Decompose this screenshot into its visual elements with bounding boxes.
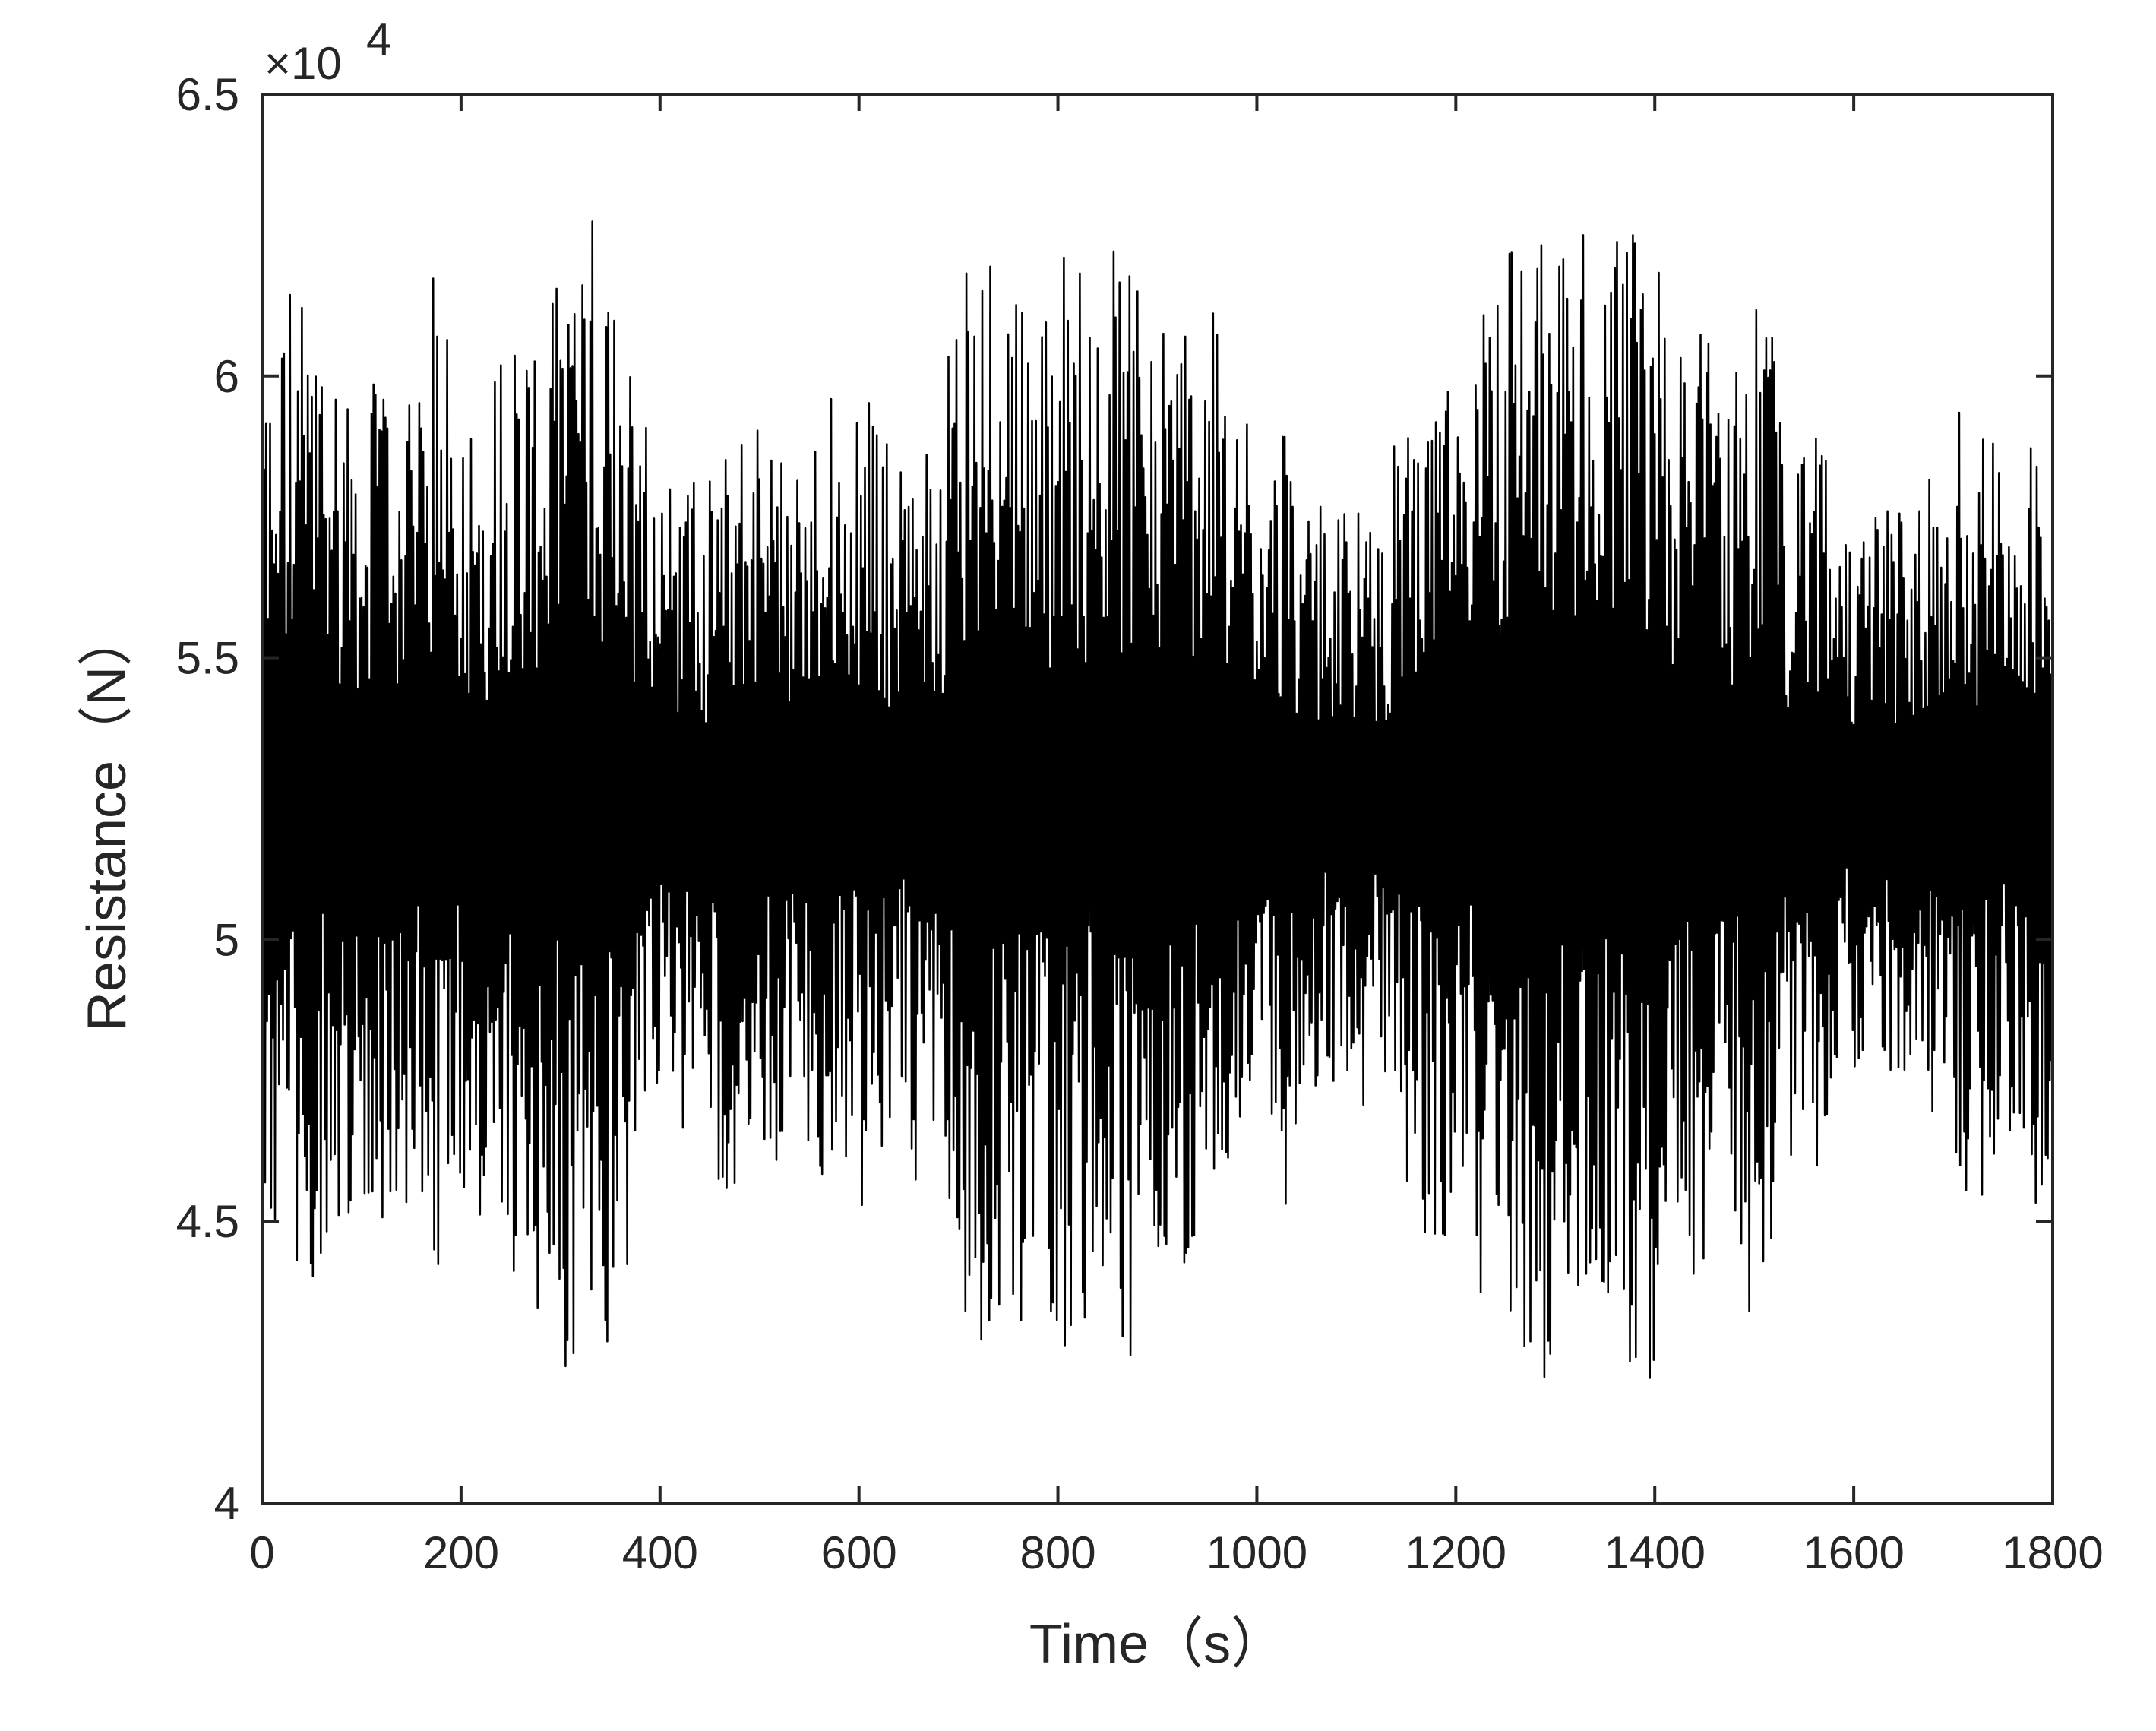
y-tick-label: 5.5 (176, 633, 239, 684)
y-exponent-power: 4 (366, 14, 391, 65)
y-tick-label: 4.5 (176, 1196, 239, 1247)
x-tick-label: 1200 (1405, 1527, 1506, 1578)
x-tick-label: 600 (821, 1527, 897, 1578)
series-line-group (262, 220, 2053, 1379)
x-tick-label: 0 (249, 1527, 274, 1578)
series-line (262, 220, 2053, 1379)
axes-box (261, 93, 2054, 1505)
y-tick-label: 6 (214, 351, 239, 402)
x-axis: 0 200 400 600 800 1000 1200 1400 1600 1800 (249, 94, 2104, 1578)
x-tick-label: 200 (423, 1527, 499, 1578)
x-axis-label: Time（s） (1029, 1614, 1285, 1675)
y-axis-label: Resistance（N） (77, 612, 138, 1031)
x-tick-label: 1800 (2002, 1527, 2103, 1578)
y-tick-label: 6.5 (176, 69, 239, 120)
x-tick-label: 1400 (1604, 1527, 1705, 1578)
y-exponent-label: ×10 (264, 38, 342, 89)
y-axis: 4 4.5 5 5.5 6 6.5 (176, 69, 2053, 1529)
y-tick-label: 4 (214, 1478, 239, 1529)
x-tick-label: 800 (1020, 1527, 1096, 1578)
y-tick-label: 5 (214, 914, 239, 965)
x-tick-label: 400 (622, 1527, 698, 1578)
x-tick-label: 1600 (1803, 1527, 1904, 1578)
x-tick-label: 1000 (1206, 1527, 1307, 1578)
